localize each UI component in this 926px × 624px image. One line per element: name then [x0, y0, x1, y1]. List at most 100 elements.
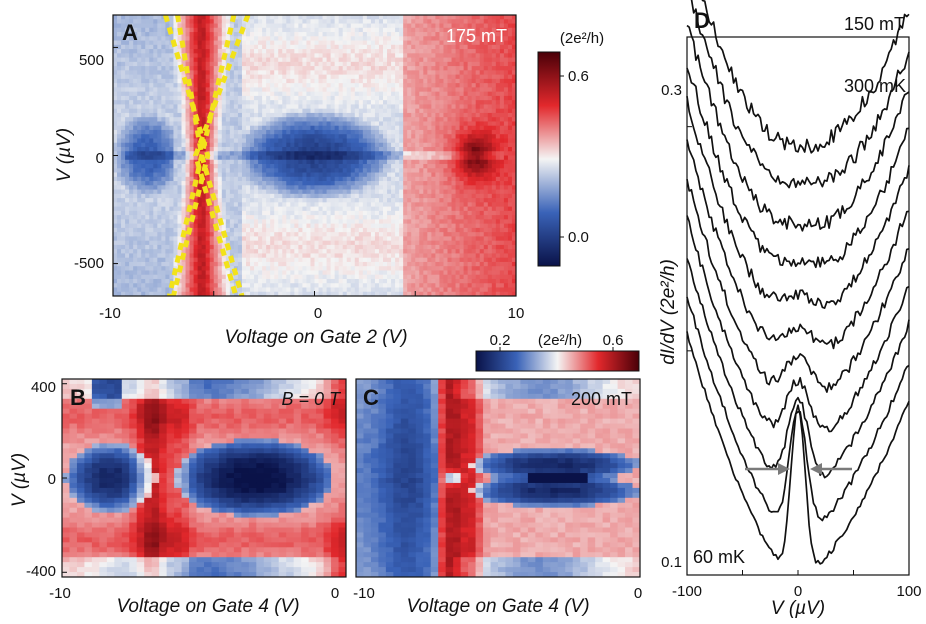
heatmap-a-cell	[395, 176, 400, 182]
heatmap-a-cell	[241, 172, 247, 178]
heatmap-a-cell	[133, 74, 138, 80]
heatmap-a-cell	[362, 117, 368, 122]
heatmap-a-cell	[391, 121, 396, 127]
heatmap-a-cell	[270, 159, 275, 165]
heatmap-a-cell	[378, 87, 384, 93]
heatmap-a-cell	[330, 95, 336, 101]
heatmap-a-cell	[362, 261, 368, 267]
heatmap-a-cell	[354, 287, 360, 293]
heatmap-a-cell	[407, 70, 412, 76]
heatmap-a-cell	[197, 104, 203, 110]
heatmap-a-cell	[334, 117, 340, 122]
heatmap-a-cell	[181, 236, 186, 242]
heatmap-a-cell	[298, 112, 303, 118]
heatmap-a-cell	[326, 291, 332, 297]
heatmap-a-cell	[310, 266, 315, 271]
heatmap-a-cell	[113, 159, 118, 165]
heatmap-a-cell	[374, 15, 380, 20]
heatmap-a-cell	[286, 193, 291, 199]
heatmap-a-cell	[157, 185, 162, 190]
heatmap-a-cell	[334, 36, 340, 41]
heatmap-a-cell	[225, 291, 231, 297]
heatmap-a-cell	[213, 176, 219, 182]
heatmap-a-cell	[229, 249, 235, 254]
heatmap-a-cell	[258, 274, 263, 280]
heatmap-a-cell	[161, 232, 166, 237]
heatmap-a-cell	[366, 176, 372, 182]
heatmap-a-cell	[209, 61, 215, 67]
heatmap-a-cell	[387, 83, 392, 88]
heatmap-a-cell	[294, 104, 299, 110]
heatmap-a-cell	[407, 83, 412, 88]
heatmap-a-cell	[137, 36, 142, 41]
heatmap-a-cell	[274, 278, 279, 284]
heatmap-a-cell	[310, 53, 315, 58]
heatmap-a-cell	[113, 61, 118, 67]
heatmap-a-cell	[366, 66, 372, 71]
heatmap-a-cell	[266, 129, 271, 135]
heatmap-a-cell	[121, 291, 126, 297]
heatmap-a-cell	[157, 125, 162, 131]
heatmap-a-cell	[241, 121, 247, 127]
heatmap-a-cell	[370, 40, 376, 46]
heatmap-a-cell	[354, 40, 360, 46]
heatmap-a-cell	[181, 219, 186, 225]
heatmap-a-cell	[278, 164, 283, 169]
heatmap-a-cell	[354, 249, 360, 254]
heatmap-a-cell	[334, 193, 340, 199]
heatmap-a-cell	[221, 15, 227, 20]
heatmap-a-cell	[205, 83, 211, 88]
heatmap-a-cell	[366, 142, 372, 148]
heatmap-a-cell	[395, 159, 400, 165]
heatmap-a-cell	[141, 151, 146, 156]
heatmap-a-cell	[322, 134, 327, 139]
heatmap-a-cell	[201, 15, 207, 20]
heatmap-a-cell	[169, 129, 174, 135]
heatmap-a-cell	[274, 36, 279, 41]
heatmap-a-cell	[181, 117, 186, 122]
heatmap-a-cell	[354, 87, 360, 93]
heatmap-a-cell	[298, 236, 303, 242]
heatmap-a-cell	[330, 27, 336, 33]
heatmap-a-cell	[157, 142, 162, 148]
heatmap-a-cell	[266, 70, 271, 76]
heatmap-a-cell	[326, 53, 332, 58]
heatmap-a-cell	[330, 129, 336, 135]
heatmap-a-cell	[314, 176, 319, 182]
heatmap-a-cell	[241, 176, 247, 182]
heatmap-a-cell	[391, 278, 396, 284]
heatmap-a-cell	[181, 185, 186, 190]
heatmap-a-cell	[407, 40, 412, 46]
heatmap-a-cell	[237, 240, 243, 246]
heatmap-a-cell	[298, 287, 303, 293]
heatmap-a-cell	[274, 261, 279, 267]
heatmap-a-cell	[358, 219, 364, 225]
heatmap-a-cell	[169, 70, 174, 76]
heatmap-a-cell	[330, 44, 336, 50]
heatmap-a-cell	[117, 151, 122, 156]
heatmap-a-cell	[270, 95, 275, 101]
heatmap-a-cell	[189, 223, 194, 229]
heatmap-a-cell	[149, 232, 154, 237]
heatmap-a-cell	[125, 146, 130, 152]
heatmap-a-cell	[113, 219, 118, 225]
heatmap-a-cell	[157, 49, 162, 54]
heatmap-a-cell	[129, 274, 134, 280]
heatmap-a-cell	[270, 168, 275, 173]
heatmap-a-cell	[383, 91, 388, 97]
heatmap-a-cell	[403, 138, 408, 144]
heatmap-a-cell	[121, 112, 126, 118]
heatmap-a-cell	[358, 40, 364, 46]
heatmap-a-cell	[173, 27, 178, 33]
heatmap-a-cell	[358, 142, 364, 148]
heatmap-a-cell	[318, 206, 323, 212]
heatmap-a-cell	[121, 95, 126, 101]
heatmap-a-cell	[391, 240, 396, 246]
heatmap-a-cell	[378, 168, 384, 173]
heatmap-a-cell	[294, 108, 299, 114]
heatmap-a-cell	[221, 227, 227, 233]
heatmap-a-cell	[282, 44, 287, 50]
heatmap-a-cell	[229, 181, 235, 186]
heatmap-a-cell	[161, 189, 166, 195]
heatmap-a-cell	[141, 168, 146, 173]
